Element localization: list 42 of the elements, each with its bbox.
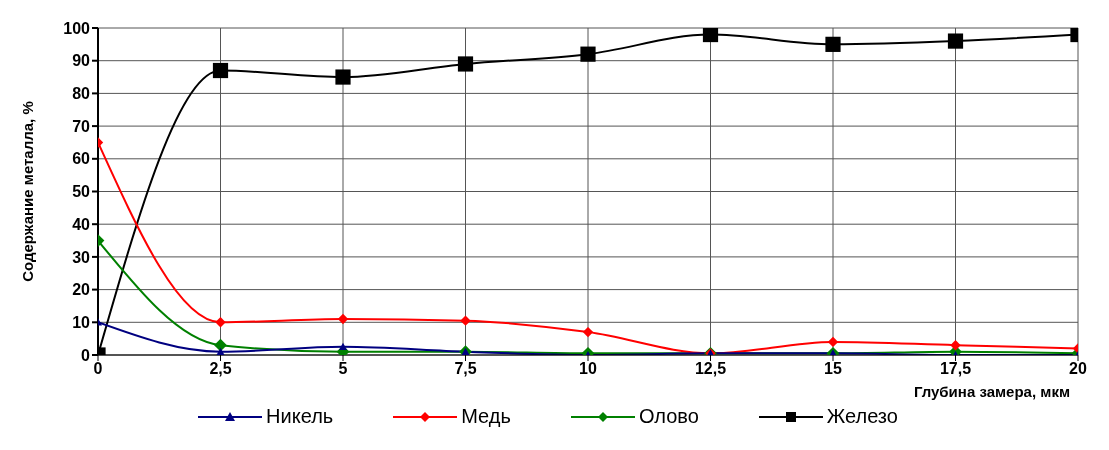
x-tick-label: 0 xyxy=(93,360,103,378)
point xyxy=(582,326,594,338)
legend-label: Олово xyxy=(637,405,699,428)
y-tick-label: 0 xyxy=(81,346,91,364)
y-tick-label: 90 xyxy=(72,52,91,70)
x-tick-label: 17,5 xyxy=(939,360,972,378)
point xyxy=(702,28,719,43)
point xyxy=(827,336,839,348)
x-tick-label: 15 xyxy=(824,360,842,378)
point xyxy=(215,317,226,328)
x-tick-label: 5 xyxy=(338,360,348,378)
point xyxy=(212,62,229,79)
y-axis-title: Содержание металла, % xyxy=(19,101,37,282)
point xyxy=(460,315,471,326)
point xyxy=(337,313,349,325)
y-tick-label: 10 xyxy=(72,313,91,331)
point xyxy=(825,36,841,52)
x-tick-label: 7,5 xyxy=(454,360,477,378)
y-tick-label: 60 xyxy=(72,150,91,168)
y-tick-label: 40 xyxy=(72,215,91,233)
x-tick-label: 2,5 xyxy=(209,360,232,378)
y-tick-label: 20 xyxy=(72,281,91,299)
y-tick-label: 80 xyxy=(72,85,91,103)
x-tick-label: 12,5 xyxy=(694,360,727,378)
point xyxy=(457,56,474,72)
x-axis-title: Глубина замера, мкм xyxy=(913,383,1070,400)
point xyxy=(339,342,347,351)
point xyxy=(216,347,225,355)
x-tick-label: 10 xyxy=(579,360,597,378)
point xyxy=(947,33,964,49)
x-tick-label: 20 xyxy=(1069,360,1087,378)
point xyxy=(335,69,351,85)
point xyxy=(950,339,961,351)
y-tick-label: 30 xyxy=(72,248,91,266)
legend-label: Медь xyxy=(460,405,511,428)
y-tick-label: 100 xyxy=(63,19,91,37)
y-tick-label: 50 xyxy=(72,183,91,201)
y-tick-label: 70 xyxy=(72,117,91,135)
legend-label: Железо xyxy=(825,405,898,428)
point xyxy=(214,338,227,352)
legend-label: Никель xyxy=(265,405,334,428)
point xyxy=(580,46,596,62)
